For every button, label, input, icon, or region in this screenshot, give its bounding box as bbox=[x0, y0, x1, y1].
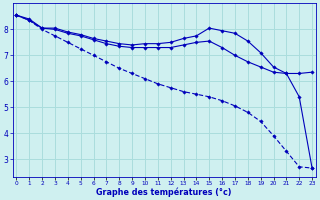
X-axis label: Graphe des températures (°c): Graphe des températures (°c) bbox=[96, 187, 232, 197]
